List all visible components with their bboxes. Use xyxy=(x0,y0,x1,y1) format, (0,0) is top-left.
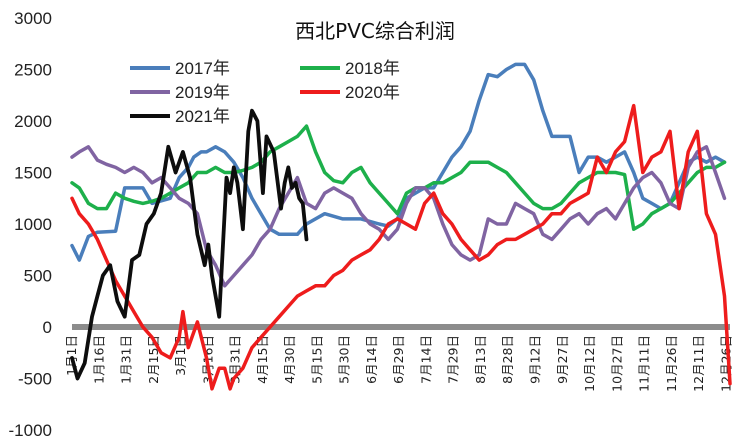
x-tick-label: 11月26日 xyxy=(664,335,679,392)
legend-item: 2021年 xyxy=(130,107,230,126)
x-tick-label: 10月27日 xyxy=(609,335,624,392)
x-tick-label: 9月12日 xyxy=(528,335,543,384)
series-line-2019年 xyxy=(70,145,727,288)
x-tick-label: 5月15日 xyxy=(309,335,324,384)
legend-item: 2018年 xyxy=(300,59,400,78)
legend-item: 2020年 xyxy=(300,83,400,102)
x-tick-label: 9月27日 xyxy=(555,335,570,384)
legend-item: 2019年 xyxy=(130,83,230,102)
y-tick-label: 1000 xyxy=(14,215,52,234)
series-layer xyxy=(70,62,732,391)
x-tick-label: 1月31日 xyxy=(119,335,134,384)
x-tick-label: 7月29日 xyxy=(446,335,461,384)
y-tick-label: 2000 xyxy=(14,112,52,131)
x-tick-label: 6月29日 xyxy=(391,335,406,384)
legend: 2017年 2018年 2019年 2020年 2021年 xyxy=(130,59,400,126)
x-tick-label: 8月13日 xyxy=(473,335,488,384)
x-tick-label: 7月14日 xyxy=(418,335,433,384)
series-line-2021年 xyxy=(70,108,309,381)
legend-label: 2021年 xyxy=(175,107,230,126)
x-tick-label: 12月11日 xyxy=(691,335,706,392)
x-tick-label: 6月14日 xyxy=(364,335,379,384)
y-tick-label: -500 xyxy=(18,370,52,389)
y-tick-label: 500 xyxy=(24,267,52,286)
chart-title: 西北PVC综合利润 xyxy=(295,19,455,43)
y-tick-label: 1500 xyxy=(14,164,52,183)
x-tick-label: 1月16日 xyxy=(91,335,106,384)
x-tick-label: 4月30日 xyxy=(282,335,297,384)
series-line-2018年 xyxy=(70,124,727,231)
x-axis: 1月1日 1月16日 1月31日 2月15日 3月1日 3月16日 3月31日 4月15日 4月… xyxy=(64,335,733,392)
y-tick-label: 3000 xyxy=(14,9,52,28)
x-tick-label: 11月11日 xyxy=(637,335,652,392)
x-tick-label: 8月28日 xyxy=(500,335,515,384)
y-tick-label: -1000 xyxy=(9,421,52,440)
legend-label: 2017年 xyxy=(175,59,230,78)
y-tick-label: 2500 xyxy=(14,61,52,80)
y-axis: -1000 -500 0 500 1000 1500 2000 2500 3000 xyxy=(9,9,52,440)
x-tick-label: 4月15日 xyxy=(255,335,270,384)
y-tick-label: 0 xyxy=(43,318,52,337)
legend-label: 2020年 xyxy=(345,83,400,102)
legend-label: 2018年 xyxy=(345,59,400,78)
x-tick-label: 5月30日 xyxy=(337,335,352,384)
legend-item: 2017年 xyxy=(130,59,230,78)
series-line-2020年 xyxy=(70,103,732,391)
x-tick-label: 10月12日 xyxy=(582,335,597,392)
legend-label: 2019年 xyxy=(175,83,230,102)
